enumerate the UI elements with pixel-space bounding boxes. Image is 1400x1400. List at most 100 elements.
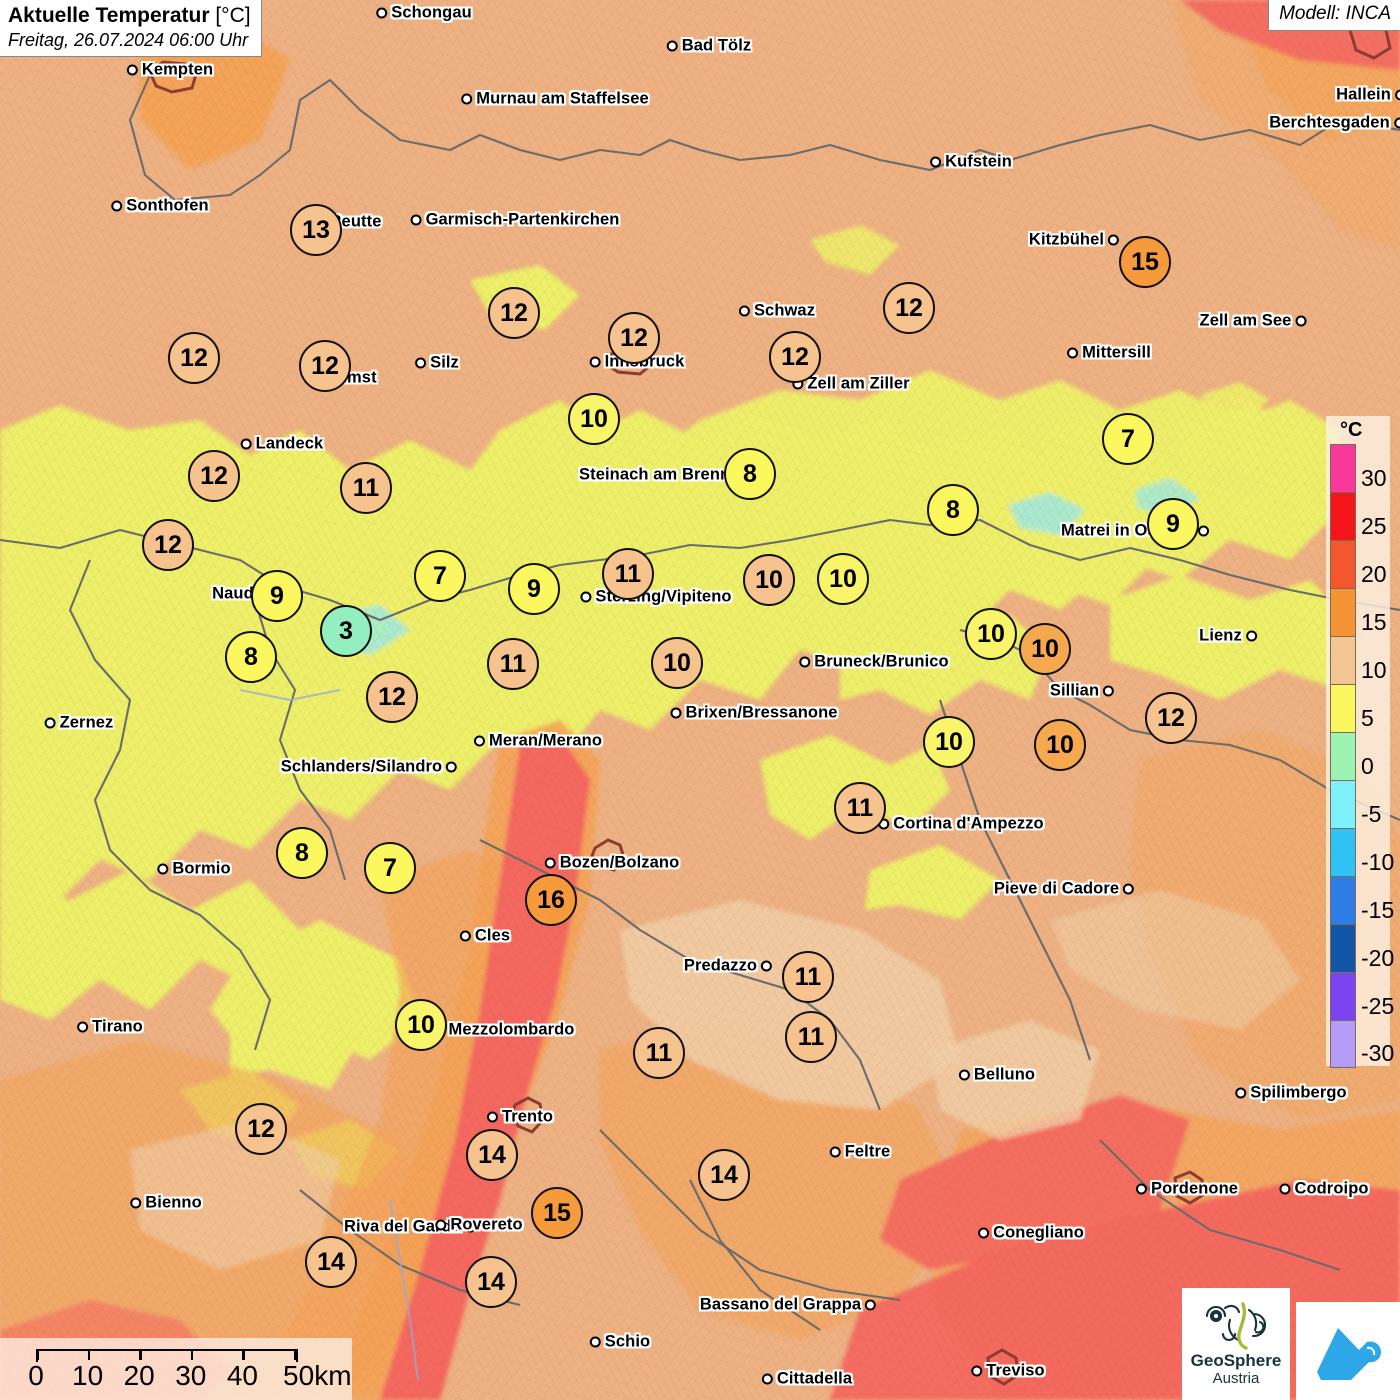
city-dot-icon xyxy=(1393,117,1400,129)
city-marker: Kempten xyxy=(126,61,213,80)
scale-tick xyxy=(139,1349,142,1360)
colorbar-tick-label: 30 xyxy=(1361,464,1387,491)
city-dot-icon xyxy=(1235,1087,1247,1099)
city-label: Berchtesgaden xyxy=(1269,113,1390,132)
temperature-bubble: 10 xyxy=(568,393,620,445)
city-marker: Pieve di Cadore xyxy=(993,879,1135,899)
scale-label: 30 xyxy=(175,1360,207,1391)
temperature-bubble: 12 xyxy=(883,282,935,334)
city-dot-icon xyxy=(1135,1183,1147,1195)
city-marker: Sterzing/Vipiteno xyxy=(580,588,731,607)
city-label: Riva del Garda xyxy=(344,1217,461,1236)
scale-tick xyxy=(190,1349,194,1360)
city-marker: Mittersill xyxy=(1067,344,1151,363)
temperature-bubble: 7 xyxy=(364,842,416,894)
temperature-bubble: 11 xyxy=(782,951,834,1003)
colorbar-tick-label: -25 xyxy=(1361,992,1395,1019)
temperature-bubble: 8 xyxy=(225,631,277,683)
colorbar-band: -25 xyxy=(1330,972,1394,1020)
city-marker: Schlanders/Silandro xyxy=(281,758,458,777)
temperature-bubble: 12 xyxy=(142,519,194,571)
geosphere-label-line1: GeoSphere xyxy=(1190,1350,1282,1370)
city-marker: Feltre xyxy=(829,1143,891,1162)
temperature-bubble: 11 xyxy=(487,638,539,690)
city-dot-icon xyxy=(971,1365,983,1377)
city-marker: Schio xyxy=(589,1333,650,1352)
city-dot-icon xyxy=(670,707,682,719)
city-marker: Bad Tölz xyxy=(666,37,752,56)
mountain-cloud-logo xyxy=(1296,1302,1400,1400)
city-dot-icon xyxy=(446,761,458,773)
temperature-bubble: 8 xyxy=(276,827,328,879)
temperature-bubble: 14 xyxy=(466,1129,518,1181)
colorbar-band: -15 xyxy=(1330,876,1394,924)
city-label: Bozen/Bolzano xyxy=(559,853,680,872)
city-marker: Murnau am Staffelsee xyxy=(461,90,649,109)
city-label: Murnau am Staffelsee xyxy=(476,89,649,108)
colorbar-tick-label: -20 xyxy=(1361,944,1395,971)
city-dot-icon xyxy=(799,656,811,668)
city-dot-icon xyxy=(1394,89,1400,101)
city-label: Lienz xyxy=(1199,626,1242,645)
city-marker: Treviso xyxy=(971,1362,1045,1381)
temperature-bubble: 8 xyxy=(927,484,979,536)
city-dot-icon xyxy=(461,93,473,105)
city-marker: Bozen/Bolzano xyxy=(544,853,680,873)
colorbar-band: 20 xyxy=(1330,540,1387,588)
temperature-bubble: 10 xyxy=(743,554,795,606)
city-label: Conegliano xyxy=(993,1223,1084,1242)
colorbar-tick-label: 25 xyxy=(1361,512,1387,539)
temperature-bubble: 7 xyxy=(414,550,466,602)
city-label: Imst xyxy=(342,368,377,387)
temperature-bubble: 11 xyxy=(785,1011,837,1063)
page-title: Aktuelle Temperatur xyxy=(8,4,210,27)
city-marker: Trento xyxy=(486,1108,553,1127)
temperature-bubble: 8 xyxy=(724,448,776,500)
scale-bar: 0 10 20 30 40 50km xyxy=(0,1338,352,1400)
city-label: Bruneck/Brunico xyxy=(814,652,949,671)
temperature-bubble: 12 xyxy=(769,331,821,383)
city-dot-icon xyxy=(589,1336,601,1348)
city-dot-icon xyxy=(376,7,388,19)
temperature-bubble: 15 xyxy=(531,1187,583,1239)
city-dot-icon xyxy=(130,1197,142,1209)
scale-label-last: 50km xyxy=(283,1360,352,1391)
city-marker: Bienno xyxy=(130,1194,202,1213)
geosphere-logo: GeoSphere Austria xyxy=(1182,1288,1290,1400)
city-dot-icon xyxy=(589,356,601,368)
city-dot-icon xyxy=(464,1221,476,1233)
city-dot-icon xyxy=(126,64,138,76)
colorbar-band: -5 xyxy=(1330,780,1381,828)
city-dot-icon xyxy=(415,357,427,369)
colorbar-unit: °C xyxy=(1340,419,1363,441)
city-marker: Sonthofen xyxy=(111,197,209,216)
title-unit: [°C] xyxy=(215,4,251,27)
city-label: Pieve di Cadore xyxy=(993,879,1120,898)
geosphere-label-line2: Austria xyxy=(1212,1369,1260,1387)
colorbar-tick-label: 20 xyxy=(1361,560,1387,587)
colorbar-tick-label: 15 xyxy=(1361,608,1387,635)
city-marker: Bormio xyxy=(157,860,231,879)
colorbar-band: 0 xyxy=(1330,732,1374,780)
colorbar-band: 30 xyxy=(1330,444,1387,492)
city-dot-icon xyxy=(958,1069,970,1081)
city-marker: Conegliano xyxy=(978,1224,1084,1243)
scale-tick xyxy=(36,1349,39,1360)
city-label: Meran/Merano xyxy=(488,731,603,750)
colorbar-band: 5 xyxy=(1330,684,1374,732)
city-label: Kufstein xyxy=(945,152,1012,171)
city-dot-icon xyxy=(761,960,773,972)
city-label: Tirano xyxy=(92,1017,143,1036)
temperature-bubble: 16 xyxy=(525,874,577,926)
city-label: Predazzo xyxy=(683,956,758,975)
city-marker: Rovereto xyxy=(435,1216,523,1235)
temperature-bubble: 10 xyxy=(1019,623,1071,675)
temperature-bubble: 7 xyxy=(1102,413,1154,465)
colorbar-band: -30 xyxy=(1330,1020,1394,1068)
city-marker: Schwaz xyxy=(738,302,815,321)
temperature-bubble: 10 xyxy=(817,553,869,605)
temperature-bubble: 10 xyxy=(1034,719,1086,771)
city-marker: Berchtesgaden xyxy=(1269,114,1400,133)
scale-tick xyxy=(242,1349,245,1360)
scale-label: 40 xyxy=(226,1360,258,1391)
